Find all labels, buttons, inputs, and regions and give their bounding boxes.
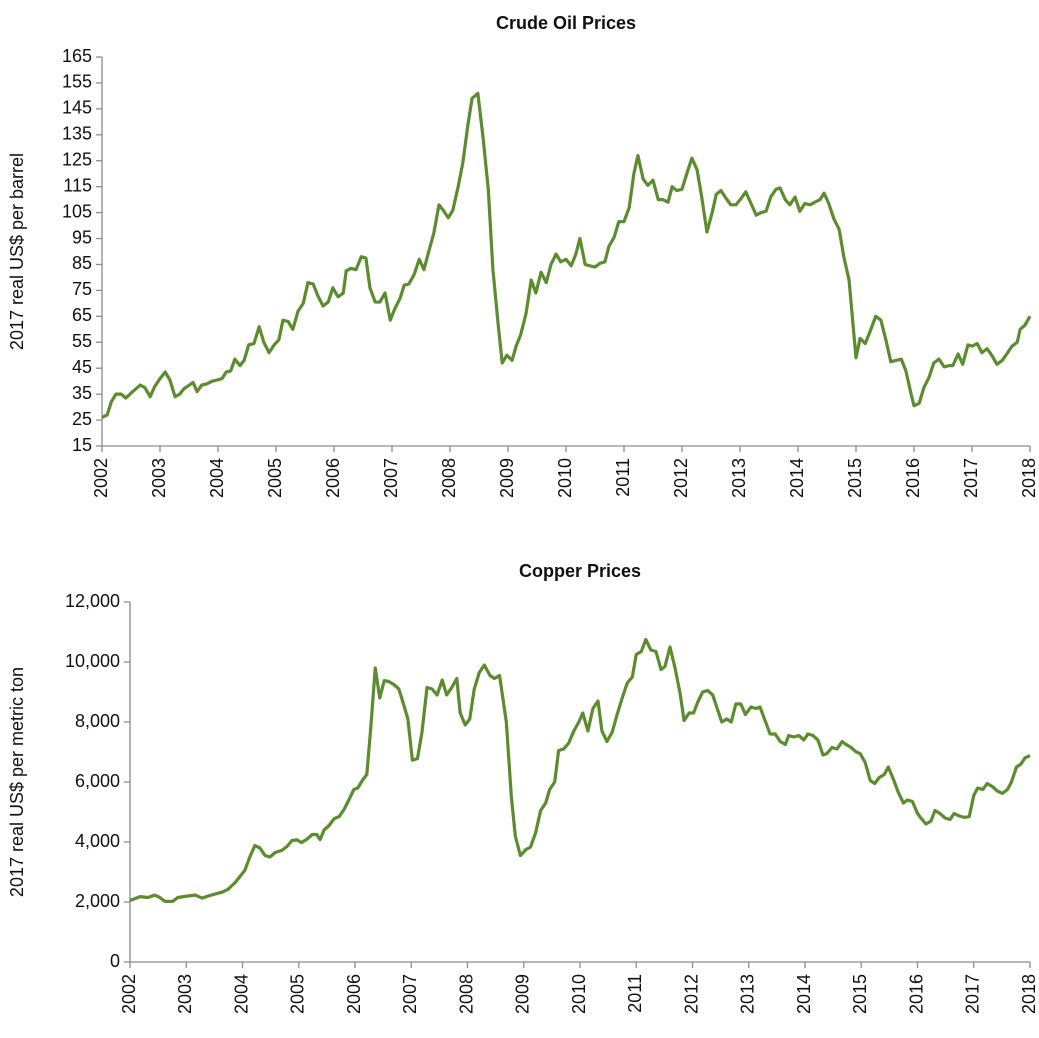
y-tick-label: 45 (72, 357, 92, 377)
y-tick-label: 2,000 (75, 891, 120, 911)
x-tick-label: 2017 (961, 458, 981, 498)
y-tick-label: 115 (63, 175, 92, 195)
x-tick-label: 2008 (439, 458, 459, 498)
y-tick-label: 55 (72, 331, 92, 351)
x-tick-label: 2010 (555, 458, 575, 498)
x-tick-label: 2003 (175, 974, 195, 1014)
x-tick-label: 2016 (903, 458, 923, 498)
x-tick-label: 2004 (207, 458, 227, 498)
x-tick-label: 2005 (265, 458, 285, 498)
x-tick-label: 2004 (231, 974, 251, 1014)
y-tick-label: 8,000 (75, 711, 120, 731)
x-tick-label: 2003 (149, 458, 169, 498)
x-tick-label: 2005 (288, 974, 308, 1014)
y-tick-label: 65 (72, 305, 92, 325)
chart-title: Copper Prices (519, 561, 641, 581)
x-tick-label: 2015 (845, 458, 865, 498)
y-tick-label: 25 (72, 409, 92, 429)
y-tick-label: 4,000 (75, 831, 120, 851)
y-axis-label: 2017 real US$ per metric ton (7, 667, 27, 897)
price-line (129, 637, 1031, 903)
y-tick-label: 125 (62, 149, 92, 169)
x-tick-label: 2013 (729, 458, 749, 498)
x-tick-label: 2008 (456, 974, 476, 1014)
y-tick-label: 6,000 (75, 771, 120, 791)
y-tick-label: 135 (62, 124, 92, 144)
y-tick-label: 155 (62, 72, 92, 92)
y-tick-label: 10,000 (65, 651, 120, 671)
x-tick-label: 2009 (497, 458, 517, 498)
y-tick-label: 0 (110, 951, 120, 971)
x-tick-label: 2012 (681, 974, 701, 1014)
x-tick-label: 2018 (1019, 974, 1039, 1014)
y-tick-label: 85 (72, 253, 92, 273)
x-tick-label: 2014 (794, 974, 814, 1014)
chart-title: Crude Oil Prices (496, 13, 636, 33)
y-tick-label: 95 (72, 227, 92, 247)
y-tick-label: 12,000 (65, 591, 120, 611)
y-tick-label: 165 (62, 46, 92, 66)
x-tick-label: 2011 (613, 458, 633, 497)
x-tick-label: 2002 (91, 458, 111, 498)
x-tick-label: 2002 (119, 974, 139, 1014)
x-tick-label: 2011 (625, 974, 645, 1013)
y-tick-label: 145 (62, 98, 92, 118)
price-line (101, 91, 1032, 419)
x-tick-label: 2015 (850, 974, 870, 1014)
x-tick-label: 2017 (963, 974, 983, 1014)
x-tick-label: 2014 (787, 458, 807, 498)
x-tick-label: 2007 (400, 974, 420, 1014)
y-tick-label: 15 (72, 435, 92, 455)
x-tick-label: 2010 (569, 974, 589, 1014)
y-tick-label: 105 (62, 201, 92, 221)
y-tick-label: 75 (72, 279, 92, 299)
x-tick-label: 2018 (1019, 458, 1039, 498)
x-tick-label: 2006 (344, 974, 364, 1014)
x-tick-label: 2009 (513, 974, 533, 1014)
x-tick-label: 2006 (323, 458, 343, 498)
x-tick-label: 2016 (906, 974, 926, 1014)
y-axis-label: 2017 real US$ per barrel (7, 153, 27, 350)
x-tick-label: 2012 (671, 458, 691, 498)
x-tick-label: 2007 (381, 458, 401, 498)
y-tick-label: 35 (72, 383, 92, 403)
x-tick-label: 2013 (738, 974, 758, 1014)
